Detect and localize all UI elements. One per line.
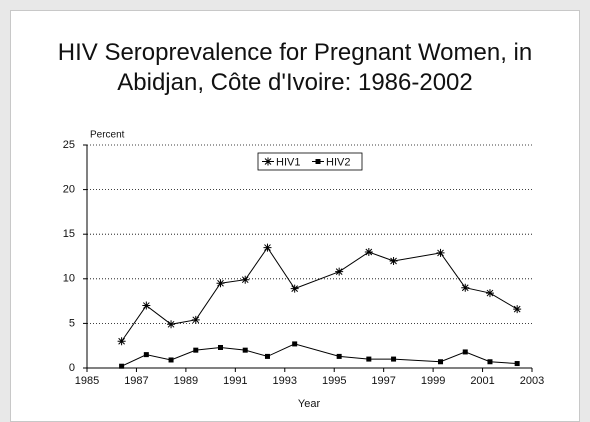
x-tick-label: 1987 [124,375,148,387]
y-tick-label: 0 [69,362,75,374]
chart: Percent Year 0 5 10 15 20 25 1985 1987 1989 1991 1… [63,130,544,410]
point [263,243,272,252]
point [292,341,298,347]
point [461,283,470,292]
point [290,284,299,293]
point [364,248,373,257]
point [168,357,174,363]
point [389,256,398,265]
chart-title: HIV Seroprevalence for Pregnant Women, i… [57,39,533,96]
point [366,356,372,362]
point [336,353,342,359]
x-tick-label: 2001 [470,375,494,387]
y-tick-label: 5 [69,317,75,329]
y-tick-label: 10 [63,273,75,285]
point [242,347,248,353]
x-axis-label: Year [298,398,321,410]
x-tick-label: 1999 [421,375,445,387]
point [218,344,223,350]
point [462,349,468,355]
page: HIV Seroprevalence for Pregnant Women, i… [10,10,580,422]
x-tick-label: 2003 [520,375,544,387]
point [391,356,397,362]
point [335,267,344,276]
legend-box [257,152,363,171]
point [142,301,151,310]
point [117,337,126,346]
x-tick-label: 1993 [273,375,297,387]
point [241,275,250,284]
point [264,353,270,359]
point [167,320,176,329]
point [485,289,494,298]
legend-label: HIV1 [276,156,300,168]
point [119,363,125,369]
x-tick-label: 1997 [371,375,395,387]
point [513,305,522,314]
x-tick-label: 1991 [223,375,247,387]
legend-label: HIV2 [326,156,350,168]
y-tick-label: 15 [63,228,75,240]
point [191,315,200,324]
x-tick-label: 1985 [75,375,99,387]
legend-marker [264,157,272,166]
legend-marker [315,159,321,164]
point [514,361,520,367]
series-line [121,343,518,367]
y-axis-label: Percent [90,130,125,141]
point [436,248,445,257]
point [216,279,225,288]
point [193,347,199,353]
point [143,352,149,358]
point [487,359,493,365]
point [438,359,444,365]
panel [10,10,580,422]
series-line [121,246,518,342]
x-tick-label: 1989 [174,375,198,387]
y-tick-label: 25 [63,139,75,151]
x-tick-label: 1995 [322,375,346,387]
y-tick-label: 20 [63,184,75,196]
